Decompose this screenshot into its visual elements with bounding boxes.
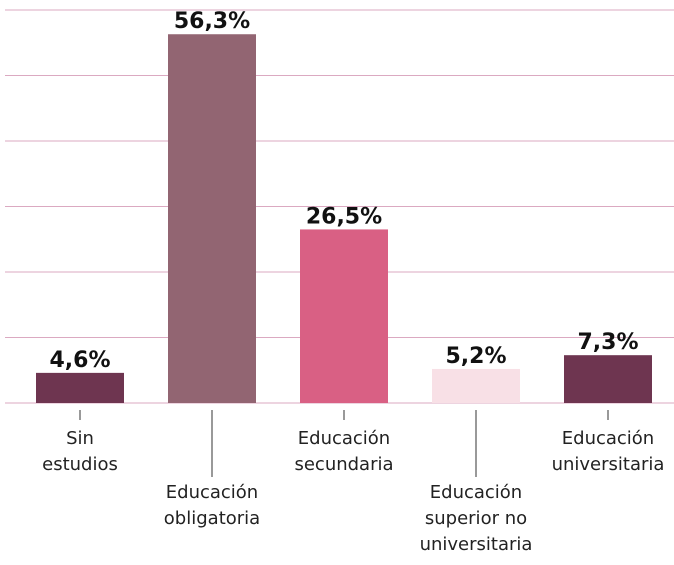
x-tick-label: Educación universitaria bbox=[551, 428, 665, 475]
bar bbox=[36, 372, 124, 403]
x-tick-label: Educación secundaria bbox=[294, 428, 394, 475]
bar bbox=[432, 368, 520, 403]
value-label: 56,3% bbox=[174, 9, 250, 34]
x-tick-label: Educación obligatoria bbox=[163, 482, 261, 529]
value-label: 7,3% bbox=[577, 330, 638, 355]
bar bbox=[300, 229, 388, 403]
bar bbox=[168, 34, 256, 404]
value-label: 5,2% bbox=[445, 344, 506, 369]
value-label: 26,5% bbox=[306, 204, 382, 229]
x-tick-label: Sin estudios bbox=[42, 428, 118, 475]
value-label: 4,6% bbox=[49, 348, 110, 373]
x-tick-label: Educación superior no universitaria bbox=[419, 482, 533, 555]
bar bbox=[564, 355, 652, 403]
